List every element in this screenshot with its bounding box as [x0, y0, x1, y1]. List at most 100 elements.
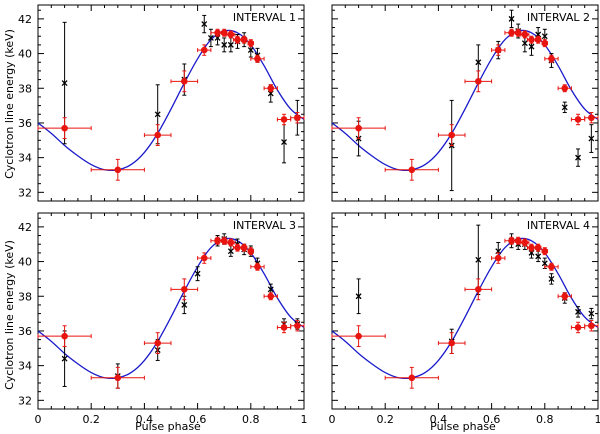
black-point — [588, 310, 595, 317]
black-point — [154, 111, 161, 118]
x-tick-label: 0.8 — [536, 413, 554, 426]
red-point — [154, 339, 161, 347]
panel-frame — [331, 212, 599, 410]
x-tick-label: 1 — [595, 413, 600, 426]
x-tick-label: 0 — [329, 413, 336, 426]
red-point — [521, 31, 529, 38]
panels-group: 32 34 36 38 40 42 INTERVAL 1 INTERVAL 2 32 34 36 38… — [18, 4, 600, 426]
y-tick-label: 36 — [18, 117, 32, 130]
red-point — [200, 254, 208, 262]
red-point — [574, 324, 582, 331]
red-point — [528, 244, 535, 251]
red-point — [574, 116, 582, 123]
y-tick-label: 40 — [18, 256, 32, 269]
black-point — [575, 154, 582, 161]
red-point — [521, 239, 529, 246]
x-tick-label: 0.4 — [430, 413, 448, 426]
black-point — [355, 293, 362, 300]
y-tick-label: 38 — [18, 290, 32, 303]
red-point — [61, 124, 68, 132]
panel-2: INTERVAL 2 — [331, 4, 599, 202]
red-point — [227, 31, 235, 38]
x-tick-label: 0.2 — [376, 413, 394, 426]
red-point — [294, 114, 301, 122]
y-tick-label: 34 — [18, 152, 32, 165]
panel-frame — [37, 212, 305, 410]
red-point — [240, 244, 248, 251]
red-point — [494, 46, 502, 54]
red-point — [408, 374, 416, 382]
red-point — [508, 237, 515, 245]
red-point — [247, 39, 255, 47]
red-point — [475, 286, 482, 293]
red-point — [548, 263, 555, 271]
red-point — [240, 36, 248, 43]
red-point — [254, 263, 261, 271]
x-axis-label-left: Pulse phase — [135, 420, 201, 433]
red-point — [61, 332, 68, 340]
red-point — [588, 114, 595, 122]
x-tick-label: 0.2 — [82, 413, 100, 426]
black-point — [221, 41, 228, 48]
model-curve — [332, 237, 598, 380]
black-point — [508, 15, 515, 22]
red-point — [448, 131, 456, 139]
black-point — [227, 248, 234, 255]
x-axis-label-right: Pulse phase — [430, 420, 496, 433]
black-point — [588, 135, 595, 142]
y-tick-label: 32 — [18, 394, 32, 407]
black-point — [541, 260, 548, 267]
black-point — [181, 301, 188, 308]
x-tick-label: 0.6 — [189, 413, 207, 426]
red-point — [227, 239, 235, 246]
black-point — [475, 256, 482, 263]
black-point — [535, 253, 542, 260]
black-point — [541, 33, 548, 40]
panel-frame — [331, 4, 599, 202]
y-tick-label: 42 — [18, 13, 32, 26]
red-point — [508, 29, 515, 37]
black-point — [61, 355, 68, 362]
black-point — [475, 59, 482, 66]
red-point — [247, 247, 255, 255]
panel-title: INTERVAL 1 — [233, 11, 296, 24]
black-point — [281, 139, 288, 145]
red-point — [528, 36, 535, 43]
black-point — [521, 40, 528, 47]
red-point — [534, 36, 542, 43]
panel-title: INTERVAL 3 — [233, 219, 296, 232]
red-point — [234, 244, 241, 251]
red-point — [588, 322, 595, 330]
red-point — [254, 55, 261, 63]
black-point — [548, 275, 555, 282]
red-point — [541, 247, 549, 255]
red-point — [514, 29, 522, 37]
red-point — [200, 46, 208, 54]
red-point — [154, 131, 161, 139]
model-curve — [332, 29, 598, 172]
red-point — [234, 36, 241, 43]
red-point — [514, 237, 522, 245]
black-point — [247, 47, 254, 54]
panel-4: 0 0.2 0.4 0.6 0.8 1 INTERVAL 4 — [329, 212, 600, 426]
x-tick-label: 0.6 — [483, 413, 501, 426]
x-tick-label: 1 — [301, 413, 308, 426]
black-point — [575, 308, 582, 315]
y-axis-label-top: Cyclotron line energy (keV) — [3, 29, 16, 179]
panel-frame — [37, 4, 305, 202]
red-point — [355, 332, 362, 340]
y-tick-label: 36 — [18, 325, 32, 338]
panel-3: 32 34 36 38 40 42 0 0.2 0.4 0.6 0.8 1 INTERVAL 3 — [18, 212, 308, 426]
black-point — [201, 21, 208, 28]
y-tick-label: 38 — [18, 82, 32, 95]
red-point — [220, 29, 228, 37]
red-point — [561, 292, 569, 300]
red-point — [114, 374, 122, 382]
red-point — [280, 116, 288, 123]
y-tick-label: 34 — [18, 360, 32, 373]
panel-title: INTERVAL 2 — [527, 11, 590, 24]
panel-title: INTERVAL 4 — [527, 219, 590, 232]
red-point — [294, 322, 301, 330]
red-point — [534, 244, 542, 251]
